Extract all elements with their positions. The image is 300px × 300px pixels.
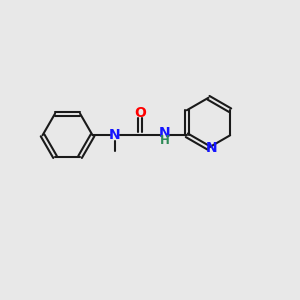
Text: N: N — [206, 141, 217, 155]
Text: O: O — [134, 106, 146, 120]
Text: N: N — [159, 126, 170, 140]
Text: N: N — [109, 128, 121, 142]
Text: H: H — [160, 134, 170, 147]
